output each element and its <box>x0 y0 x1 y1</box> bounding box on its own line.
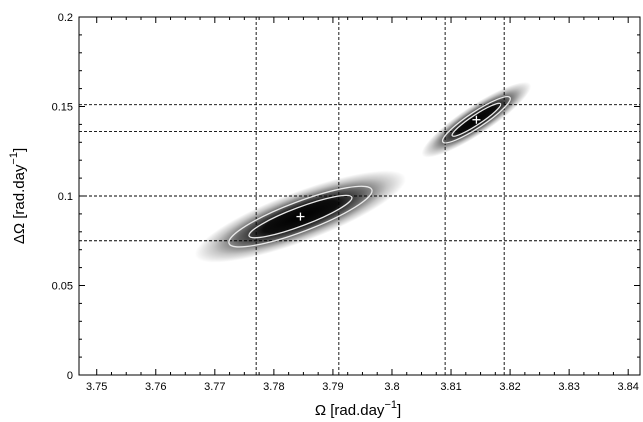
x-tick-label: 3.78 <box>263 381 284 393</box>
x-axis-label-exponent: −1 <box>384 399 397 411</box>
outer-contour-B <box>441 95 511 144</box>
inner-contour-B <box>451 102 502 137</box>
confidence-contours <box>228 95 511 248</box>
x-tick-label: 3.84 <box>617 381 638 393</box>
y-tick-label: 0.2 <box>58 12 73 24</box>
y-axis-ticks: 0 0.05 0.1 0.15 0.2 <box>52 12 640 382</box>
x-tick-label: 3.75 <box>86 381 107 393</box>
x-tick-label: 3.8 <box>384 381 399 393</box>
y-axis-label-close: ] <box>11 148 28 152</box>
y-tick-label: 0.15 <box>52 102 73 114</box>
outer-contour-A <box>228 185 373 248</box>
x-tick-label: 3.82 <box>499 381 520 393</box>
x-tick-label: 3.76 <box>145 381 166 393</box>
density-blobs <box>194 82 532 263</box>
inner-contour-A <box>248 194 353 239</box>
x-tick-label: 3.79 <box>322 381 343 393</box>
center-markers <box>296 115 481 221</box>
x-tick-label: 3.81 <box>440 381 461 393</box>
y-tick-label: 0.05 <box>52 281 73 293</box>
reference-lines <box>79 17 640 375</box>
y-tick-label: 0.1 <box>58 191 73 203</box>
x-axis-label: Ω [rad.day−1] <box>315 399 401 419</box>
x-axis-label-text: Ω [rad.day <box>315 402 385 419</box>
y-tick-label: 0 <box>67 370 73 382</box>
y-axis-label-text: ΔΩ [rad.day <box>11 164 28 244</box>
x-tick-label: 3.77 <box>204 381 225 393</box>
x-axis-ticks: 3.75 3.76 3.77 3.78 3.79 3.8 3.81 3.82 3.83 3.84 <box>86 17 639 393</box>
y-axis-label-exponent: −1 <box>8 152 20 165</box>
y-axis-label: ΔΩ [rad.day−1] <box>8 148 28 244</box>
x-axis-label-close: ] <box>397 402 401 419</box>
x-tick-label: 3.83 <box>558 381 579 393</box>
